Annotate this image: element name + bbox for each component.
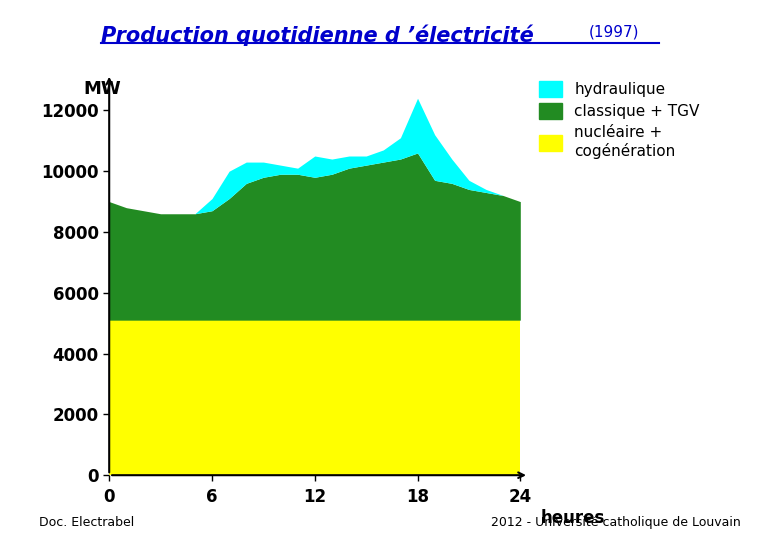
Legend: hydraulique, classique + TGV, nucléaire +
cogénération: hydraulique, classique + TGV, nucléaire … [534,77,704,164]
Text: MW: MW [83,80,121,98]
Text: heures: heures [541,509,605,526]
Text: Production quotidienne d ’électricité: Production quotidienne d ’électricité [101,24,534,46]
Text: Doc. Electrabel: Doc. Electrabel [39,516,134,529]
Text: (1997): (1997) [589,24,640,39]
Text: 2012 - Université catholique de Louvain: 2012 - Université catholique de Louvain [491,516,741,529]
